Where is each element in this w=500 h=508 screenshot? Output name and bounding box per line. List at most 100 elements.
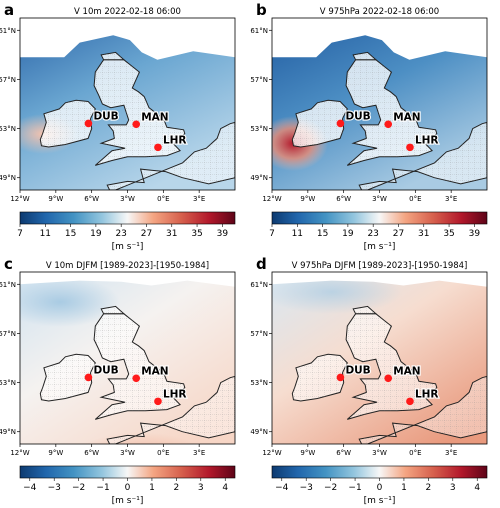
lat-tick-label: 53°N [0, 379, 16, 387]
airport-marker-man [384, 374, 393, 383]
colorbar-tick-label: 27 [141, 229, 152, 239]
colorbar-tick-label: 19 [90, 229, 102, 239]
colorbar-tick-label: 31 [418, 229, 429, 239]
lon-tick-label: 12°W [10, 195, 29, 203]
colorbar-tick-label: 0 [125, 483, 131, 493]
lat-tick-label: 61°N [250, 281, 268, 289]
colorbar-tick-label: 23 [115, 229, 126, 239]
lon-tick-label: 0°E [409, 195, 421, 203]
colorbar-tick-label: 23 [367, 229, 378, 239]
lon-tick-label: 3°E [445, 449, 457, 457]
colorbar-tick-label: 31 [166, 229, 177, 239]
lon-tick-label: 6°W [84, 449, 99, 457]
lat-tick-label: 61°N [250, 27, 268, 35]
airport-label-dub: DUB [93, 364, 118, 376]
colorbar-tick-label: 2 [173, 483, 179, 493]
colorbar-a: 7 11 15 19 23 27 31 35 39 [m s⁻¹] [17, 211, 236, 252]
colorbar-tick-label: 35 [443, 229, 454, 239]
lat-tick-label: 53°N [250, 379, 268, 387]
colorbar-tick-label: 7 [17, 229, 23, 239]
lat-tick-label: 49°N [0, 174, 16, 182]
lon-tick-label: 3°E [445, 195, 457, 203]
lon-tick-label: 3°W [372, 449, 387, 457]
lon-tick-label: 3°W [372, 195, 387, 203]
colorbar-tick-label: −4 [275, 483, 289, 493]
colorbar-tick-label: −1 [348, 483, 361, 493]
airport-label-dub: DUB [345, 110, 370, 122]
colorbar-units: [m s⁻¹] [112, 242, 144, 252]
lon-tick-label: 12°W [262, 449, 281, 457]
airport-label-lhr: LHR [163, 134, 187, 146]
airport-label-lhr: LHR [415, 388, 439, 400]
colorbar-d: −4 −3 −2 −1 0 1 2 3 4 [m s⁻¹] [271, 465, 488, 506]
colorbar-c: −4 −3 −2 −1 0 1 2 3 4 [m s⁻¹] [19, 465, 236, 506]
colorbar-tick-label: 35 [191, 229, 202, 239]
airport-label-man: MAN [393, 111, 420, 123]
lon-tick-label: 9°W [300, 449, 315, 457]
lon-tick-label: 0°E [409, 449, 421, 457]
colorbar-tick-label: 3 [450, 483, 456, 493]
colorbar-tick-label: −2 [72, 483, 85, 493]
map-panel-d: d V 975hPa DJFM [1989-2023]-[1950-1984] 61… [250, 255, 488, 506]
lon-tick-label: 6°W [336, 195, 351, 203]
lat-tick-label: 57°N [250, 330, 268, 338]
panel-letter: a [4, 1, 14, 19]
lat-tick-label: 53°N [250, 125, 268, 133]
colorbar-tick-label: 7 [269, 229, 275, 239]
colorbar-tick-label: 11 [40, 229, 51, 239]
lon-tick-label: 3°E [193, 195, 205, 203]
airport-marker-dub [336, 119, 345, 128]
panel-letter: b [256, 1, 267, 19]
airport-marker-lhr [406, 397, 414, 406]
airport-marker-dub [84, 373, 93, 382]
lat-tick-label: 61°N [0, 27, 16, 35]
panel-title: V 975hPa 2022-02-18 06:00 [320, 7, 439, 17]
lon-tick-label: 0°E [157, 449, 169, 457]
colorbar-tick-label: 27 [393, 229, 404, 239]
lon-tick-label: 6°W [84, 195, 99, 203]
airport-marker-man [132, 374, 141, 383]
panel-letter: d [256, 255, 267, 273]
map-panel-a: a V 10m 2022-02-18 06:00 61°N 57°N 53°N 49°N 1… [0, 1, 236, 252]
colorbar-tick-label: 39 [217, 229, 229, 239]
airport-label-dub: DUB [93, 110, 118, 122]
colorbar-units: [m s⁻¹] [112, 496, 144, 506]
no-data-region [272, 272, 487, 287]
colorbar-b: 7 11 15 19 23 27 31 35 39 [m s⁻¹] [269, 211, 488, 252]
airport-marker-lhr [406, 143, 414, 152]
lon-tick-label: 3°W [120, 449, 135, 457]
colorbar-tick-label: 0 [377, 483, 383, 493]
map-panel-b: b V 975hPa 2022-02-18 06:00 61°N 57°N 53°N 49… [250, 1, 488, 252]
no-data-region [272, 18, 487, 60]
airport-marker-dub [84, 119, 93, 128]
colorbar-units: [m s⁻¹] [364, 242, 396, 252]
colorbar-tick-label: 1 [149, 483, 155, 493]
airport-label-man: MAN [393, 365, 420, 377]
airport-marker-lhr [154, 143, 162, 152]
lat-tick-label: 57°N [0, 76, 16, 84]
airport-marker-man [132, 120, 141, 129]
colorbar-tick-label: −4 [23, 483, 37, 493]
airport-label-lhr: LHR [163, 388, 187, 400]
colorbar-tick-label: 11 [292, 229, 303, 239]
panel-title: V 10m DJFM [1989-2023]-[1950-1984] [46, 261, 209, 271]
lat-tick-label: 49°N [250, 428, 268, 436]
colorbar-tick-label: 4 [222, 483, 228, 493]
colorbar-tick-label: 39 [469, 229, 481, 239]
lat-tick-label: 61°N [0, 281, 16, 289]
lon-tick-label: 3°E [193, 449, 205, 457]
panel-title: V 10m 2022-02-18 06:00 [74, 7, 181, 17]
lon-tick-label: 9°W [48, 449, 63, 457]
airport-marker-lhr [154, 397, 162, 406]
no-data-region [20, 272, 235, 287]
airport-label-man: MAN [141, 111, 168, 123]
airport-marker-dub [336, 373, 345, 382]
airport-marker-man [384, 120, 393, 129]
airport-label-lhr: LHR [415, 134, 439, 146]
colorbar-tick-label: −2 [324, 483, 337, 493]
lat-tick-label: 57°N [0, 330, 16, 338]
lon-tick-label: 3°W [120, 195, 135, 203]
no-data-region [20, 18, 235, 60]
panel-title: V 975hPa DJFM [1989-2023]-[1950-1984] [292, 261, 468, 271]
